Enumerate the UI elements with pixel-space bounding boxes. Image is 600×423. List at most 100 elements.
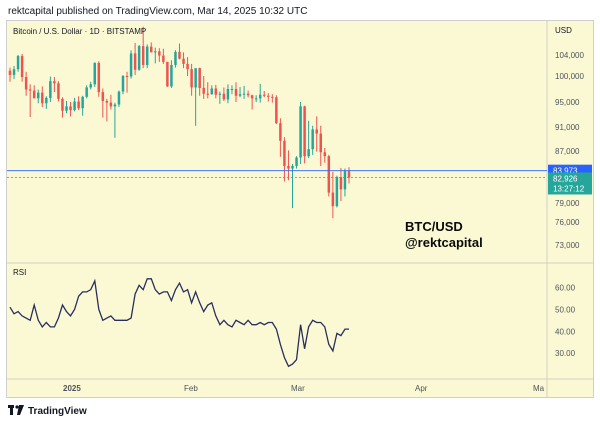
candle-body (194, 68, 197, 88)
candle-body (222, 93, 226, 100)
candle-body (315, 129, 318, 134)
axis-layer: USD 104,000 100,000 95,000 91,000 87,000 79,00… (63, 26, 592, 393)
price-tick-label: 79,000 (555, 199, 580, 208)
candle-body (16, 56, 20, 70)
watermark-pair: BTC/USD (405, 219, 463, 234)
candle-body (347, 171, 351, 178)
candle-body (267, 95, 270, 97)
candle-body (162, 55, 165, 62)
time-tick-label: Ma (533, 384, 545, 393)
time-tick-label: Mar (291, 384, 305, 393)
candle-body (327, 156, 331, 193)
current-price-label: 82,926 (553, 174, 578, 183)
candle-body (182, 58, 185, 64)
candle-body (178, 51, 181, 59)
candle-body (41, 92, 44, 104)
candle-body (303, 106, 306, 157)
candle-body (190, 69, 193, 88)
current-price-tag (548, 172, 592, 195)
tradingview-logo-icon[interactable] (8, 405, 24, 418)
tradingview-brand[interactable]: TradingView (28, 406, 87, 417)
candle-body (20, 56, 24, 78)
candle-body (12, 69, 16, 75)
candle-body (28, 89, 32, 91)
rsi-tick-label: 40.00 (555, 327, 576, 336)
candle-body (109, 102, 113, 107)
last-price-tag (548, 164, 592, 176)
candle-body (85, 87, 88, 97)
candle-body (117, 91, 121, 105)
candle-body (141, 46, 145, 65)
candle-body (307, 149, 310, 157)
candle-body (93, 62, 97, 85)
last-price-label: 83,973 (553, 167, 578, 176)
price-tick-label: 100,000 (555, 72, 584, 81)
candle-body (234, 89, 238, 96)
candle-body (174, 51, 177, 65)
candle-body (275, 97, 278, 124)
candle-body (101, 92, 105, 101)
candle-body (279, 123, 282, 141)
price-tick-label: 87,000 (555, 147, 580, 156)
candle-layer[interactable] (7, 26, 547, 219)
candle-body (291, 165, 294, 169)
price-axis-currency: USD (555, 26, 572, 35)
candle-body (77, 101, 80, 109)
candle-body (8, 70, 12, 75)
candle-body (250, 95, 254, 99)
candle-body (210, 88, 214, 95)
candle-body (335, 177, 339, 207)
candle-body (271, 96, 274, 98)
candle-body (129, 53, 133, 77)
candle-body (331, 192, 335, 207)
candle-body (242, 93, 246, 95)
candle-body (81, 96, 84, 109)
candle-body (65, 106, 68, 111)
candle-body (170, 64, 173, 87)
candle-body (97, 62, 101, 93)
candle-body (36, 92, 40, 99)
price-tick-label: 104,000 (555, 51, 584, 60)
rsi-tick-label: 60.00 (555, 284, 576, 293)
footer: TradingView (8, 405, 87, 418)
price-tick-label: 91,000 (555, 123, 580, 132)
candle-body (323, 152, 327, 157)
candle-body (57, 83, 60, 99)
time-tick-label: 2025 (63, 384, 81, 393)
candle-body (319, 133, 323, 153)
candle-body (121, 76, 125, 92)
candle-body (202, 87, 205, 94)
candle-body (125, 76, 129, 77)
rsi-tick-label: 30.00 (555, 349, 576, 358)
candle-body (226, 89, 230, 100)
chart-canvas[interactable]: USD 104,000 100,000 95,000 91,000 87,000 79,00… (7, 21, 593, 397)
candle-body (186, 63, 189, 70)
candle-body (73, 101, 76, 111)
candle-body (137, 46, 141, 70)
candle-body (89, 84, 92, 88)
chart-frame[interactable]: USD 104,000 100,000 95,000 91,000 87,000 79,00… (6, 20, 594, 398)
price-tick-label: 95,000 (555, 98, 580, 107)
candle-body (214, 88, 218, 95)
rsi-layer[interactable] (9, 278, 349, 368)
candle-body (166, 61, 169, 87)
candle-body (49, 81, 52, 98)
candle-body (198, 68, 201, 88)
candle-body (254, 98, 258, 100)
price-tick-label: 73,000 (555, 241, 580, 250)
candle-body (69, 106, 72, 111)
chart-title: Bitcoin / U.S. Dollar · 1D · BITSTAMP (13, 27, 146, 36)
candle-body (339, 177, 343, 190)
grid-layer (7, 21, 593, 397)
price-tick-label: 76,000 (555, 218, 580, 227)
candle-body (158, 51, 161, 56)
bar-countdown-label: 13:27:12 (553, 184, 585, 193)
candle-body (295, 157, 298, 166)
candle-body (113, 104, 117, 107)
candle-body (105, 100, 109, 103)
candle-body (24, 77, 28, 90)
candle-body (206, 93, 210, 95)
candle-body (45, 97, 48, 104)
candle-body (133, 53, 137, 70)
candle-body (145, 46, 149, 65)
